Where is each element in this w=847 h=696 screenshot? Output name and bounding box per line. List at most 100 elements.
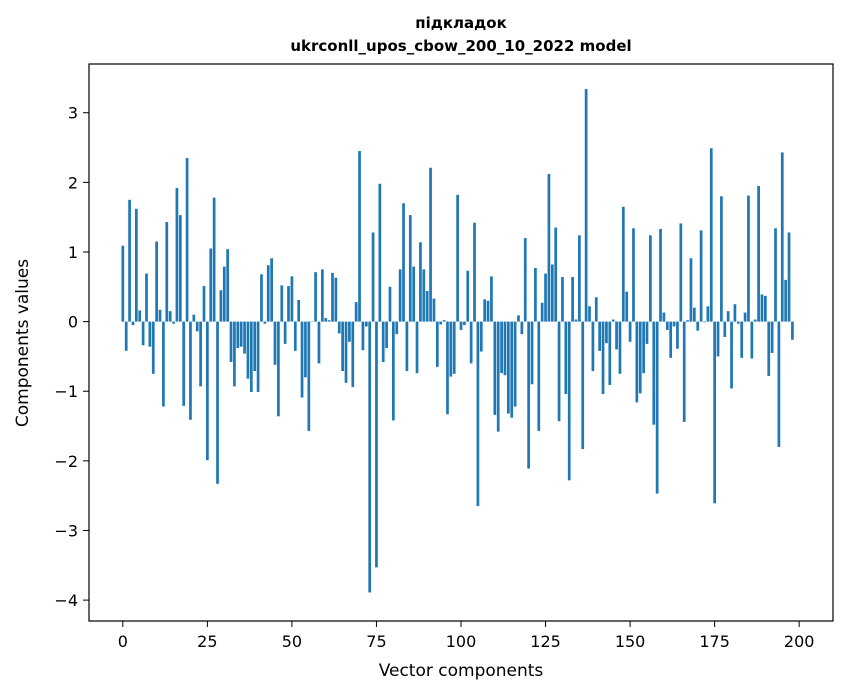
- bar-component-73: [368, 321, 372, 593]
- bar-component-97: [449, 321, 453, 377]
- bar-component-160: [662, 312, 666, 322]
- bar-component-69: [354, 302, 358, 322]
- bar-component-129: [557, 321, 561, 422]
- bar-component-9: [151, 321, 155, 374]
- bar-component-131: [564, 321, 568, 395]
- bar-component-196: [784, 279, 788, 322]
- bar-component-174: [709, 148, 713, 322]
- x-tick-label: 75: [366, 632, 386, 651]
- bar-component-46: [277, 321, 280, 417]
- bar-component-186: [750, 321, 754, 359]
- bar-component-122: [534, 268, 537, 322]
- bar-component-154: [642, 321, 645, 374]
- bar-component-66: [344, 321, 348, 383]
- bar-component-159: [659, 229, 662, 322]
- bar-component-74: [371, 232, 375, 322]
- bar-component-53: [300, 321, 304, 398]
- bar-component-81: [395, 321, 399, 335]
- bar-component-85: [408, 215, 412, 322]
- bar-component-177: [720, 196, 723, 322]
- bar-component-17: [178, 215, 182, 322]
- bar-component-10: [155, 241, 158, 322]
- bar-component-123: [537, 321, 541, 431]
- bar-component-106: [479, 321, 483, 352]
- x-axis-ticks: 0 25 50 75 100 125 150 175 200: [118, 621, 814, 651]
- bar-component-146: [615, 321, 618, 350]
- bar-component-100: [459, 321, 463, 330]
- bar-component-110: [493, 321, 497, 415]
- y-tick-label: 1: [68, 243, 78, 262]
- bar-component-48: [283, 321, 287, 344]
- bar-component-189: [760, 294, 764, 322]
- bar-component-55: [307, 321, 311, 431]
- bar-component-40: [256, 321, 260, 392]
- bar-component-24: [202, 286, 206, 322]
- bar-component-19: [185, 157, 189, 322]
- bar-component-31: [226, 249, 230, 322]
- bar-component-169: [692, 307, 696, 322]
- bar-component-153: [638, 321, 642, 394]
- bar-component-170: [696, 321, 700, 331]
- bar-component-8: [148, 321, 152, 347]
- bar-component-62: [331, 272, 334, 322]
- bar-component-197: [787, 232, 791, 322]
- bar-component-78: [385, 321, 388, 349]
- bar-component-185: [747, 195, 750, 322]
- bar-component-165: [679, 223, 683, 322]
- bar-component-64: [337, 321, 341, 334]
- bar-component-0: [121, 245, 125, 322]
- bar-component-20: [189, 321, 192, 420]
- bar-component-150: [628, 321, 632, 342]
- bar-component-65: [341, 321, 344, 372]
- bar-component-67: [348, 321, 351, 342]
- bar-component-91: [429, 167, 432, 322]
- bar-component-134: [574, 319, 578, 322]
- bar-component-173: [706, 306, 710, 322]
- bar-component-18: [182, 321, 186, 406]
- bar-component-88: [419, 242, 422, 322]
- y-tick-label: −2: [54, 452, 78, 471]
- bar-component-68: [351, 321, 355, 388]
- bar-component-44: [270, 258, 273, 322]
- bar-component-1: [124, 321, 128, 351]
- bar-component-152: [635, 321, 639, 403]
- bar-component-104: [473, 222, 476, 322]
- bar-component-83: [402, 203, 405, 322]
- x-tick-label: 150: [615, 632, 646, 651]
- bar-component-72: [364, 321, 368, 327]
- y-tick-label: 0: [68, 313, 78, 332]
- bar-component-105: [476, 321, 480, 507]
- bar-component-96: [446, 321, 449, 415]
- bar-component-71: [361, 321, 365, 351]
- bar-component-195: [780, 152, 784, 322]
- plot-frame: [88, 63, 834, 622]
- bar-component-49: [287, 286, 290, 322]
- chart-title-line2: ukrconll_upos_cbow_200_10_2022 model: [290, 37, 631, 55]
- bar-component-192: [770, 321, 774, 353]
- bar-component-139: [591, 321, 595, 372]
- bar-component-103: [469, 321, 473, 364]
- y-axis-ticks: −4 −3 −2 −1 0 1 2 3: [54, 104, 89, 610]
- bar-component-50: [290, 276, 294, 322]
- bar-component-117: [517, 315, 520, 322]
- bar-component-157: [652, 321, 656, 425]
- bar-component-43: [266, 265, 270, 322]
- bar-component-102: [466, 270, 470, 322]
- bar-component-172: [703, 321, 706, 323]
- bar-component-166: [682, 321, 686, 422]
- bar-component-176: [716, 321, 720, 357]
- bar-component-198: [791, 321, 794, 340]
- bar-component-130: [561, 277, 564, 322]
- bar-component-87: [415, 321, 419, 374]
- y-tick-label: −1: [54, 382, 78, 401]
- bar-component-51: [293, 321, 297, 351]
- bar-component-128: [554, 227, 558, 322]
- bar-component-90: [425, 290, 429, 322]
- bar-component-168: [689, 258, 693, 322]
- y-axis-label: Components values: [13, 259, 33, 427]
- bar-component-164: [676, 321, 679, 349]
- bar-component-39: [253, 321, 257, 372]
- bar-component-161: [665, 321, 669, 330]
- bar-component-12: [162, 321, 165, 407]
